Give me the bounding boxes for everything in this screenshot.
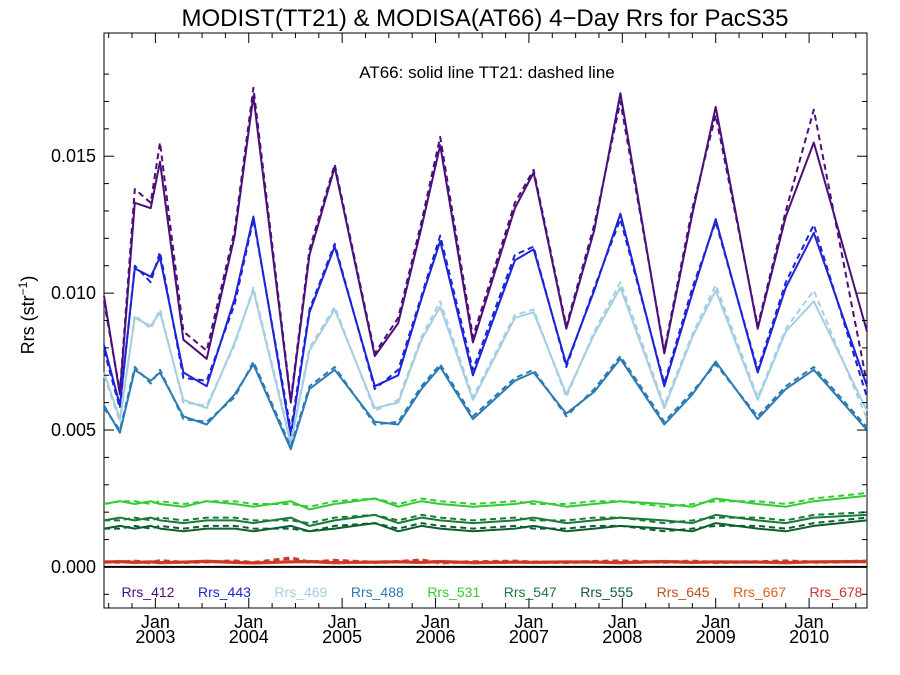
x-tick-month-2: Jan bbox=[328, 612, 357, 632]
chart-marks bbox=[103, 86, 868, 568]
series-line-solid-rrs-412 bbox=[103, 92, 868, 404]
y-tick-label-0: 0.000 bbox=[51, 557, 96, 577]
legend: Rrs_412 Rrs_443 Rrs_469 Rrs_488 Rrs_531 Rrs_5… bbox=[122, 584, 863, 600]
y-axis-label-sup: −1 bbox=[16, 281, 30, 295]
series-line-solid-rrs-531 bbox=[103, 494, 868, 511]
x-tick-month-1: Jan bbox=[234, 612, 263, 632]
y-tick-label-1: 0.005 bbox=[51, 420, 96, 440]
x-tick-year-7: 2010 bbox=[789, 627, 829, 647]
legend-entry-rrs-488: Rrs_488 bbox=[351, 584, 404, 600]
legend-entry-rrs-667: Rrs_667 bbox=[733, 584, 786, 600]
series-line-solid-rrs-443 bbox=[103, 212, 868, 437]
legend-entry-rrs-645: Rrs_645 bbox=[657, 584, 710, 600]
legend-entry-rrs-443: Rrs_443 bbox=[198, 584, 251, 600]
legend-entry-rrs-531: Rrs_531 bbox=[427, 584, 480, 600]
chart-title: MODIST(TT21) & MODISA(AT66) 4−Day Rrs fo… bbox=[181, 5, 788, 32]
series-line-dashed-rrs-488 bbox=[103, 355, 868, 448]
y-tick-label-2: 0.010 bbox=[51, 283, 96, 303]
y-tick-label-3: 0.015 bbox=[51, 146, 96, 166]
legend-entry-rrs-678: Rrs_678 bbox=[810, 584, 863, 600]
x-tick-month-4: Jan bbox=[514, 612, 543, 632]
series-line-solid-rrs-469 bbox=[103, 286, 868, 445]
legend-entry-rrs-469: Rrs_469 bbox=[274, 584, 327, 600]
legend-entry-rrs-412: Rrs_412 bbox=[122, 584, 175, 600]
axis-ticks: 0.0000.0050.0100.015Jan2003Jan2004Jan200… bbox=[51, 33, 867, 647]
series-line-solid-rrs-547 bbox=[103, 513, 868, 527]
x-tick-month-6: Jan bbox=[701, 612, 730, 632]
x-tick-year-6: 2009 bbox=[696, 627, 736, 647]
y-axis-label-close: ) bbox=[18, 276, 38, 282]
x-tick-year-4: 2007 bbox=[509, 627, 549, 647]
x-tick-year-2: 2005 bbox=[322, 627, 362, 647]
series-line-solid-rrs-555 bbox=[103, 519, 868, 533]
x-tick-month-7: Jan bbox=[795, 612, 824, 632]
line-style-annotation: AT66: solid line TT21: dashed line bbox=[359, 63, 614, 82]
y-axis-label-main: Rrs (str bbox=[18, 295, 38, 354]
series-line-solid-rrs-678 bbox=[103, 560, 868, 565]
series-line-dashed-rrs-531 bbox=[103, 492, 868, 508]
series-line-solid-rrs-488 bbox=[103, 357, 868, 451]
x-tick-month-3: Jan bbox=[421, 612, 450, 632]
legend-entry-rrs-547: Rrs_547 bbox=[504, 584, 557, 600]
x-tick-month-5: Jan bbox=[608, 612, 637, 632]
x-tick-year-1: 2004 bbox=[229, 627, 269, 647]
x-tick-year-0: 2003 bbox=[135, 627, 175, 647]
y-axis-label: Rrs (str−1) bbox=[16, 276, 38, 355]
x-tick-month-0: Jan bbox=[141, 612, 170, 632]
legend-entry-rrs-555: Rrs_555 bbox=[580, 584, 633, 600]
series-line-dashed-rrs-443 bbox=[103, 218, 868, 431]
x-tick-year-3: 2006 bbox=[416, 627, 456, 647]
x-tick-year-5: 2008 bbox=[602, 627, 642, 647]
